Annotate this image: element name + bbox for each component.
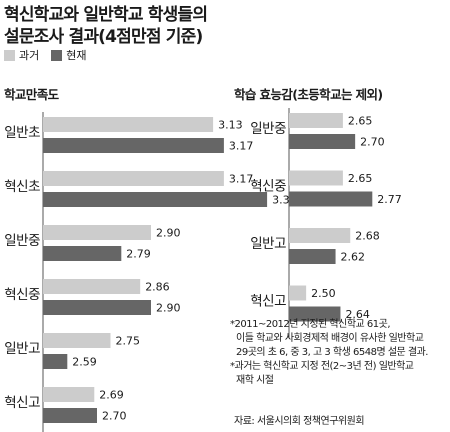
category-label: 혁신중 (4, 287, 40, 303)
bar-past (43, 387, 95, 402)
category-label: 일반중 (250, 121, 286, 137)
value-label-present: 3.17 (229, 140, 254, 153)
bar-present (289, 191, 373, 207)
bar-past (289, 170, 343, 186)
value-label-present: 2.62 (341, 251, 366, 264)
legend-item-present: 현재 (51, 47, 87, 63)
chart-title-line2: 설문조사 결과(4점만점 기준) (4, 27, 203, 47)
bar-present (43, 300, 151, 315)
value-label-past: 2.69 (99, 389, 124, 402)
bar-past (289, 113, 343, 128)
category-label: 혁신고 (250, 294, 286, 310)
legend: 과거 현재 (4, 47, 95, 63)
bar-present (43, 354, 68, 369)
legend-label-past: 과거 (19, 49, 40, 62)
bar-past (43, 171, 224, 186)
value-label-past: 2.50 (311, 287, 336, 300)
source-text: 자료: 서울시의회 정책연구위원회 (234, 416, 365, 427)
value-label-present: 2.79 (126, 248, 151, 261)
bar-present (289, 134, 356, 149)
footnotes: *2011~2012년 지정된 혁신학교 61곳, 이들 학교와 사회경제적 배… (230, 318, 428, 388)
legend-item-past: 과거 (4, 47, 39, 63)
value-label-past: 2.65 (348, 115, 373, 128)
legend-swatch-past (4, 49, 15, 61)
category-label: 일반중 (4, 233, 40, 249)
bar-present (289, 249, 336, 264)
right-chart-title: 학습 효능감(초등학교는 제외) (234, 87, 383, 102)
footnote-line: 29곳의 초 6, 중 3, 고 3 학생 6548명 설문 결과. (236, 347, 428, 358)
footnote-line: 이들 학교와 사회경제적 배경이 유사한 일반학교 (236, 333, 424, 344)
value-label-past: 3.17 (229, 173, 254, 186)
value-label-past: 2.75 (116, 335, 141, 348)
value-label-present: 2.90 (156, 302, 181, 315)
bar-present (43, 246, 122, 261)
footnote-line: *과거는 혁신학교 지정 전(2~3년 전) 일반학교 (230, 361, 414, 372)
bar-present (43, 192, 268, 207)
value-label-present: 2.59 (72, 356, 97, 369)
bar-present (289, 306, 341, 322)
category-label: 일반초 (4, 125, 40, 141)
bar-past (289, 285, 307, 301)
bar-past (43, 117, 214, 132)
bar-present (43, 408, 97, 423)
bar-present (43, 138, 224, 153)
footnote-line: 재학 시절 (236, 375, 274, 386)
value-label-present: 2.70 (360, 136, 385, 149)
value-label-past: 2.90 (156, 227, 181, 240)
category-label: 혁신고 (4, 395, 40, 411)
bar-past (289, 228, 351, 243)
value-label-past: 2.68 (355, 230, 380, 243)
value-label-present: 2.64 (345, 308, 370, 321)
legend-swatch-present (51, 49, 63, 61)
category-label: 혁신중 (250, 179, 286, 195)
value-label-present: 2.77 (377, 193, 402, 206)
bar-past (43, 279, 141, 294)
value-label-past: 3.13 (218, 119, 243, 132)
legend-label-present: 현재 (66, 49, 87, 62)
bar-past (43, 225, 151, 240)
value-label-past: 2.86 (145, 281, 170, 294)
category-label: 일반고 (250, 236, 286, 252)
bar-past (43, 333, 111, 348)
footnote-line: *2011~2012년 지정된 혁신학교 61곳, (230, 319, 391, 330)
value-label-past: 2.65 (348, 172, 373, 185)
value-label-present: 2.70 (102, 410, 127, 423)
category-label: 일반고 (4, 341, 40, 357)
category-label: 혁신초 (4, 179, 40, 195)
chart-title-line1: 혁신학교와 일반학교 학생들의 (4, 5, 208, 25)
left-chart-title: 학교만족도 (4, 87, 59, 102)
